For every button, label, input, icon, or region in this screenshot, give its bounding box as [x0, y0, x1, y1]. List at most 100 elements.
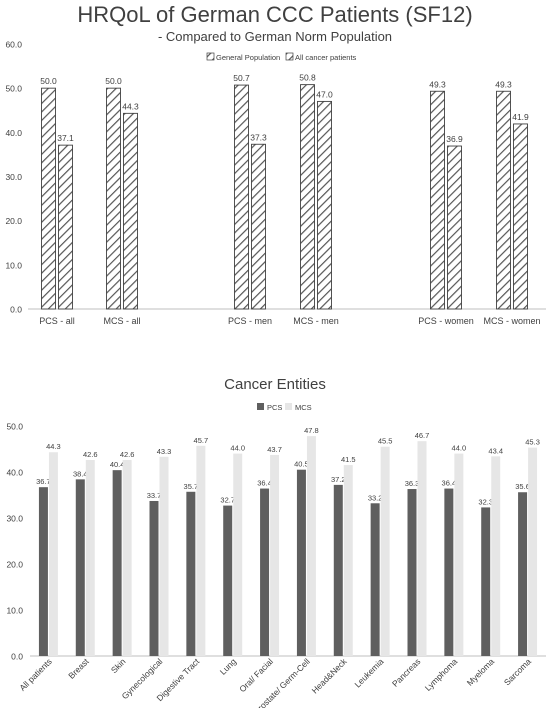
category-label: PCS - all — [39, 316, 75, 326]
legend-swatch-cancer — [285, 52, 294, 61]
category-label: Sarcoma — [502, 656, 533, 687]
category-label: PCS - men — [228, 316, 272, 326]
category-label: Leukemia — [352, 656, 385, 689]
y-tick-label: 0.0 — [10, 305, 22, 315]
legend-label-general: General Population — [216, 53, 280, 62]
bar-pcs — [444, 488, 454, 656]
data-label: 33.7 — [147, 491, 162, 500]
data-label: 46.7 — [415, 431, 430, 440]
data-label: 49.3 — [429, 79, 446, 89]
data-label: 36.4 — [442, 479, 457, 488]
data-label: 37.2 — [331, 475, 346, 484]
bar-mcs — [196, 445, 206, 656]
bar-pcs — [296, 469, 306, 656]
data-label: 35.7 — [184, 482, 199, 491]
data-label: 45.3 — [525, 438, 540, 447]
entities-chart-title: Cancer Entities — [224, 376, 326, 393]
chart-subtitle: - Compared to German Norm Population — [157, 29, 393, 44]
category-label: Head&Neck — [310, 656, 350, 696]
legend-swatch-pcs — [257, 403, 264, 410]
category-label: Lung — [218, 656, 239, 677]
category-label: Skin — [109, 656, 128, 675]
data-label: 45.5 — [378, 437, 393, 446]
data-label: 32.3 — [478, 497, 493, 506]
bar-mcs — [306, 436, 316, 656]
category-label: Lymphoma — [423, 656, 460, 693]
bar-cancer — [317, 100, 332, 310]
bar-pcs — [75, 479, 85, 656]
data-label: 32.7 — [220, 496, 235, 505]
data-label: 36.3 — [405, 479, 420, 488]
bar-cancer — [513, 123, 528, 310]
data-label: 38.4 — [73, 469, 88, 478]
bar-mcs — [454, 453, 464, 656]
y-tick-label: 50.0 — [6, 422, 23, 432]
bar-general — [430, 90, 445, 310]
y-tick-label: 40.0 — [6, 468, 23, 478]
data-label: 50.0 — [105, 76, 122, 86]
data-label: 47.8 — [304, 426, 319, 435]
category-label: MCS - all — [103, 316, 140, 326]
y-tick-label: 30.0 — [5, 172, 22, 182]
data-label: 37.3 — [250, 132, 267, 142]
bar-pcs — [518, 492, 528, 656]
bar-mcs — [159, 456, 169, 656]
legend: PCS MCS — [257, 403, 312, 412]
category-label: MCS - men — [293, 316, 339, 326]
bar-pcs — [149, 500, 159, 656]
data-label: 40.5 — [294, 460, 309, 469]
data-label: 44.0 — [452, 444, 467, 453]
legend-label-pcs: PCS — [267, 403, 282, 412]
category-label: All patients — [17, 656, 53, 692]
data-label: 50.0 — [40, 76, 57, 86]
category-label: Oral/ Facial — [237, 656, 275, 694]
category-label: Breast — [66, 656, 91, 681]
data-label: 36.9 — [446, 134, 463, 144]
legend-swatch-general — [206, 52, 215, 61]
data-label: 43.3 — [157, 447, 172, 456]
bar-cancer — [123, 112, 138, 310]
bar-pcs — [260, 488, 270, 656]
bar-mcs — [48, 452, 58, 656]
bar-general — [496, 90, 511, 310]
data-label: 50.8 — [299, 73, 316, 83]
data-label: 36.7 — [36, 477, 51, 486]
y-tick-label: 0.0 — [11, 652, 23, 662]
bar-cancer — [251, 143, 266, 310]
y-tick-label: 20.0 — [6, 560, 23, 570]
data-label: 44.0 — [230, 444, 245, 453]
data-label: 41.9 — [512, 112, 529, 122]
bar-pcs — [112, 470, 122, 656]
bar-mcs — [85, 460, 95, 656]
data-label: 44.3 — [46, 442, 61, 451]
bar-general — [234, 84, 249, 310]
legend-label-mcs: MCS — [295, 403, 312, 412]
bar-cancer — [447, 145, 462, 310]
y-tick-label: 50.0 — [5, 84, 22, 94]
bar-mcs — [233, 453, 243, 656]
data-label: 43.7 — [267, 445, 282, 454]
norm-comparison-chart: 0.0 10.0 20.0 30.0 40.0 50.0 60.0 50.0 37.1 PCS -… — [5, 40, 546, 326]
data-label: 33.2 — [368, 493, 383, 502]
y-tick-label: 60.0 — [5, 40, 22, 50]
bar-general — [300, 84, 315, 310]
bar-pcs — [481, 507, 491, 656]
bar-pcs — [186, 491, 196, 656]
category-label: PCS - women — [418, 316, 474, 326]
legend-label-cancer: All cancer patients — [295, 53, 357, 62]
y-tick-label: 20.0 — [5, 216, 22, 226]
data-label: 40.4 — [110, 460, 125, 469]
data-label: 44.3 — [122, 101, 139, 111]
bar-pcs — [333, 484, 343, 656]
data-label: 36.4 — [257, 479, 272, 488]
data-label: 47.0 — [316, 89, 333, 99]
data-label: 42.6 — [83, 450, 98, 459]
category-label: MCS - women — [483, 316, 540, 326]
category-label: Pancreas — [390, 656, 422, 688]
y-tick-label: 10.0 — [5, 260, 22, 270]
y-tick-label: 30.0 — [6, 514, 23, 524]
bar-mcs — [528, 447, 538, 656]
bar-pcs — [407, 489, 417, 656]
bar-mcs — [491, 456, 501, 656]
